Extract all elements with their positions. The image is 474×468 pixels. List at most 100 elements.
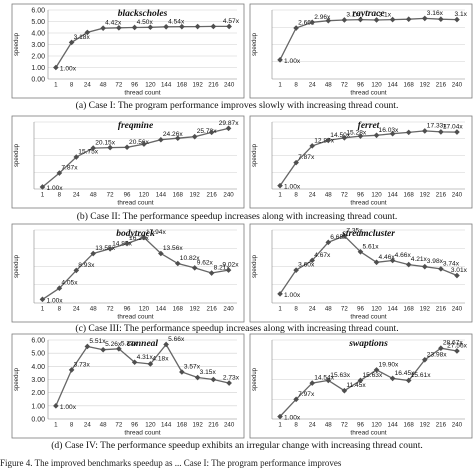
data-point xyxy=(389,375,396,382)
series-line xyxy=(279,235,458,295)
data-label: 11.45x xyxy=(346,382,366,389)
data-label: 3.73x xyxy=(74,361,91,368)
x-tick-label: 240 xyxy=(452,192,463,199)
x-tick-label: 168 xyxy=(177,82,188,89)
x-tick-label: 96 xyxy=(124,192,131,199)
data-label: 1.00x xyxy=(60,404,77,411)
x-axis-label: thread count xyxy=(117,200,153,207)
data-point xyxy=(124,144,130,151)
data-point xyxy=(210,23,217,30)
data-label: 20.15x xyxy=(95,140,116,147)
series-line xyxy=(55,343,230,407)
y-axis-label: speedup xyxy=(252,254,258,278)
data-label: 3.98x xyxy=(427,258,444,265)
x-tick-label: 144 xyxy=(161,422,172,429)
x-tick-label: 1 xyxy=(41,192,45,199)
data-point xyxy=(325,17,332,24)
data-point xyxy=(56,170,63,176)
data-label: 6.65x xyxy=(330,234,347,241)
chart-frame xyxy=(249,223,473,323)
data-point xyxy=(179,23,185,30)
x-tick-label: 120 xyxy=(371,192,382,199)
data-label: 16.03x xyxy=(379,127,400,134)
y-axis-label: speedup xyxy=(252,32,258,56)
x-tick-label: 216 xyxy=(436,82,447,89)
x-tick-label: 72 xyxy=(341,306,348,313)
x-tick-label: 24 xyxy=(309,306,316,313)
data-point xyxy=(389,257,396,264)
data-point xyxy=(357,16,364,23)
y-tick-label: 1.00 xyxy=(31,403,45,410)
chart-frame xyxy=(249,333,473,439)
chart-blackscholes: 0.00 1.00 2.00 3.00 4.00 5.00 6.00 speedup 1 8 24 4… xyxy=(11,3,245,99)
data-label: 10.82x xyxy=(180,255,201,262)
chart-title: canneal xyxy=(127,339,159,349)
chart-freqmine: speedup 1 8 24 48 72 96 120 144 168 192 216 240 threa… xyxy=(11,115,245,209)
x-axis-label: thread count xyxy=(350,200,386,207)
data-point xyxy=(226,23,232,30)
y-tick-label: 3.00 xyxy=(31,377,45,384)
x-axis-label: thread count xyxy=(117,314,153,321)
caption-b: (b) Case II: The performance speedup inc… xyxy=(76,211,398,222)
x-tick-label: 1 xyxy=(54,422,58,429)
x-tick-label: 120 xyxy=(371,306,382,313)
data-label: 5.61x xyxy=(362,243,379,250)
x-axis-label: thread count xyxy=(350,90,386,97)
x-tick-label: 8 xyxy=(58,306,62,313)
x-tick-label: 168 xyxy=(173,192,184,199)
data-point xyxy=(100,346,106,353)
y-tick-label: 6.00 xyxy=(31,338,45,345)
x-tick-label: 120 xyxy=(139,192,150,199)
data-point xyxy=(191,265,198,271)
data-label: 1.00x xyxy=(284,58,301,65)
data-label: 17.94x xyxy=(146,229,167,236)
y-tick-label: 5.00 xyxy=(31,19,45,26)
data-point xyxy=(194,23,201,30)
x-tick-label: 1 xyxy=(278,422,282,429)
data-point xyxy=(174,260,181,267)
data-label: 8.21x xyxy=(214,265,231,272)
data-point xyxy=(293,25,299,31)
data-label: 13.56x xyxy=(163,245,184,252)
data-point xyxy=(39,296,46,303)
data-point xyxy=(389,16,396,23)
data-point xyxy=(373,132,380,139)
y-axis-label: speedup xyxy=(252,143,258,167)
y-tick-label: 1.00 xyxy=(31,65,45,72)
x-tick-label: 192 xyxy=(190,192,201,199)
x-tick-label: 144 xyxy=(156,192,167,199)
data-point xyxy=(454,129,460,135)
data-point xyxy=(147,24,154,31)
data-point xyxy=(325,137,332,144)
x-tick-label: 168 xyxy=(404,192,415,199)
x-tick-label: 240 xyxy=(223,192,234,199)
data-label: 4.54x xyxy=(168,18,185,25)
x-tick-label: 144 xyxy=(387,306,398,313)
x-tick-label: 144 xyxy=(156,306,167,313)
chart-frame xyxy=(11,115,245,209)
data-point xyxy=(454,348,460,354)
data-point xyxy=(373,259,380,266)
data-label: 5.66x xyxy=(168,336,185,343)
data-label: 15.61x xyxy=(411,372,432,379)
data-point xyxy=(341,233,348,239)
x-tick-label: 8 xyxy=(294,82,298,89)
y-axis-label: speedup xyxy=(14,143,20,167)
x-tick-label: 216 xyxy=(208,82,219,89)
data-point xyxy=(208,270,215,276)
x-tick-label: 144 xyxy=(161,82,172,89)
caption-c: (c) Case III: The performance speedup in… xyxy=(75,323,399,334)
data-point xyxy=(438,16,444,22)
x-axis-label: thread count xyxy=(350,314,386,321)
data-label: 4.05x xyxy=(61,280,78,287)
data-label: 4.42x xyxy=(105,20,122,27)
x-tick-label: 96 xyxy=(131,82,138,89)
data-point xyxy=(39,184,46,190)
data-point xyxy=(158,250,164,257)
data-point xyxy=(73,267,80,274)
x-tick-label: 48 xyxy=(90,192,97,199)
data-label: 7.87x xyxy=(298,154,315,161)
data-label: 1.00x xyxy=(46,297,63,304)
